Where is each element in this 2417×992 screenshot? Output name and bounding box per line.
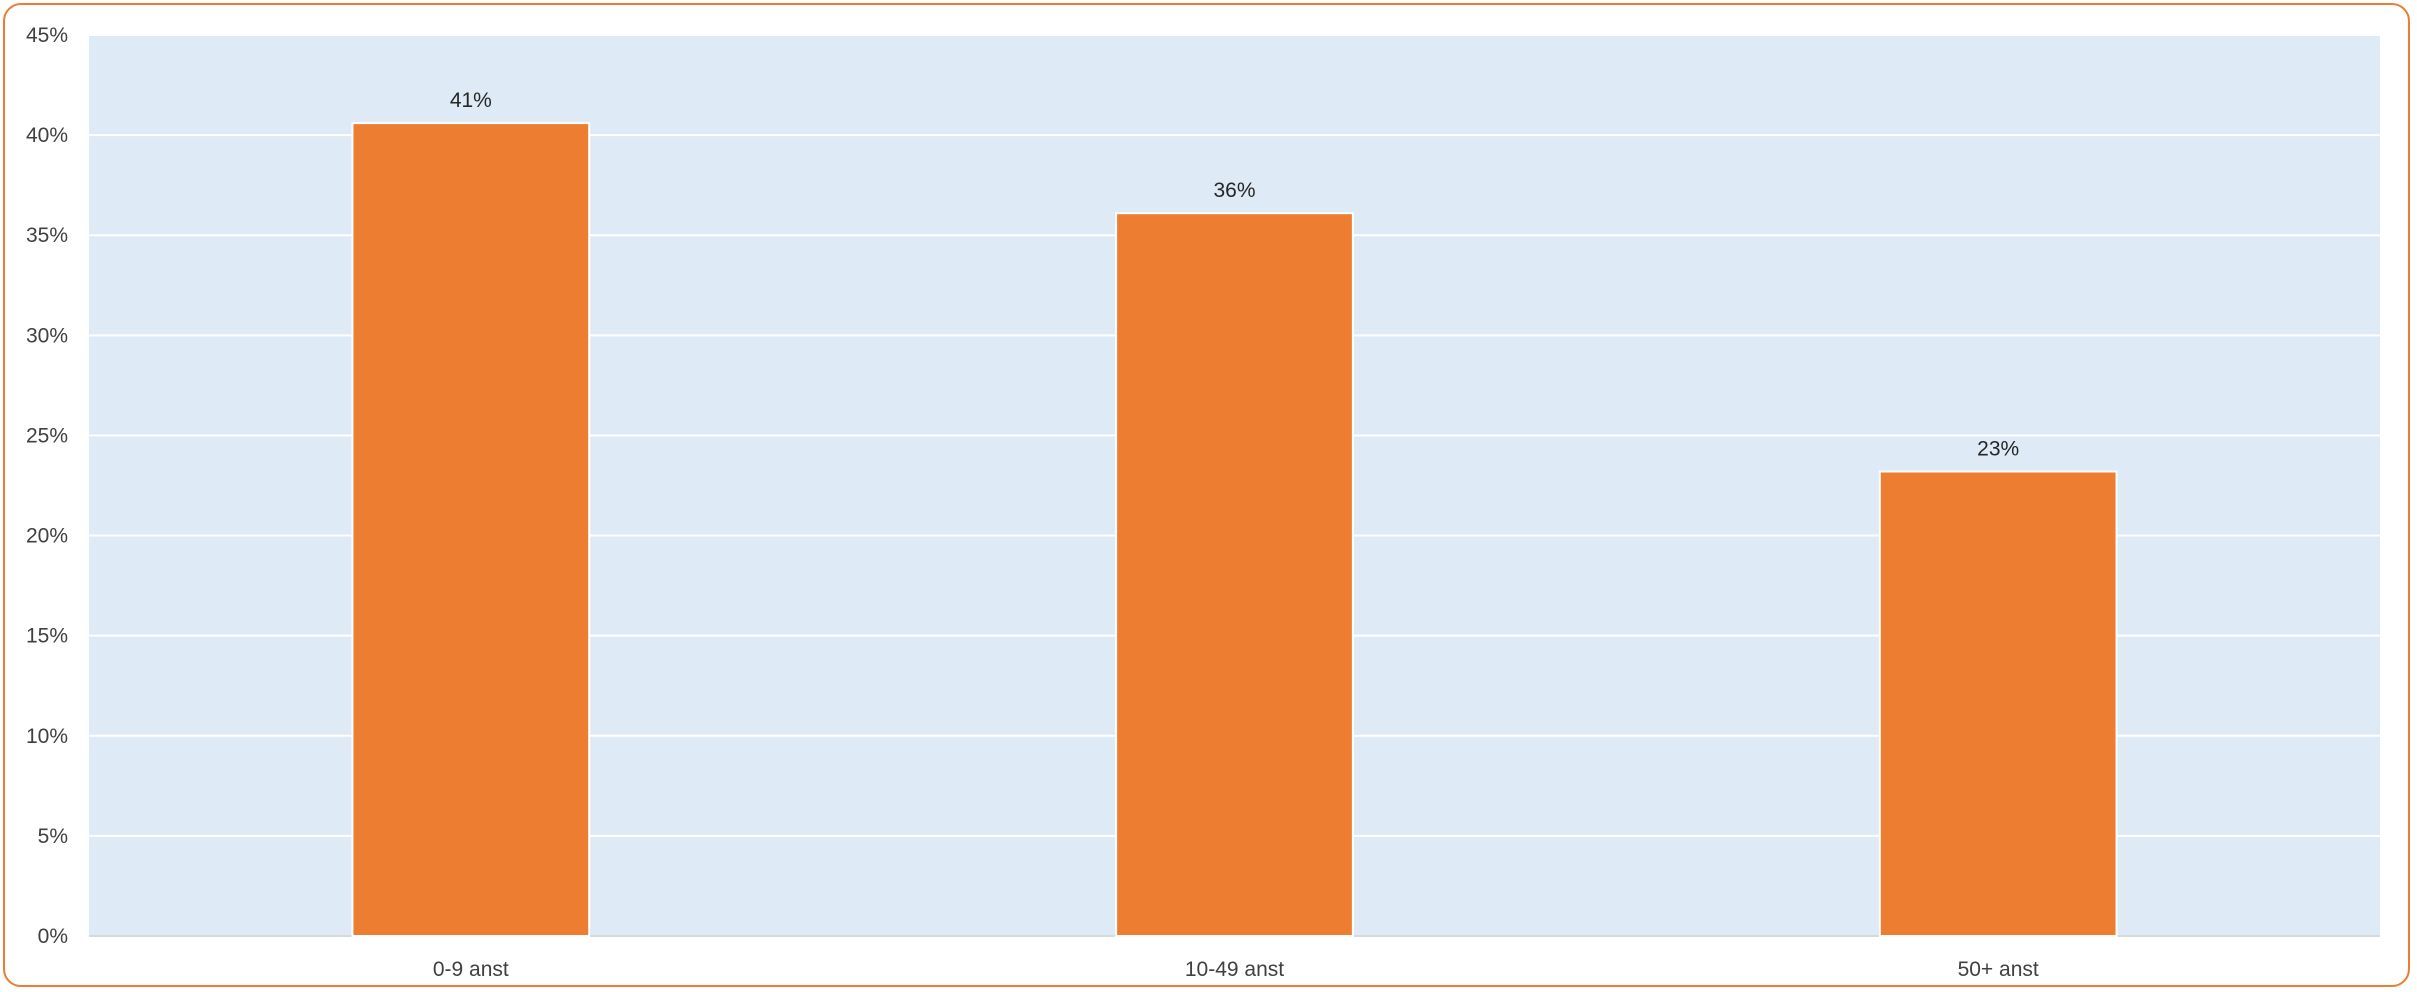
y-tick-label: 25% (26, 424, 68, 447)
bars (351, 122, 2118, 938)
bar (1115, 212, 1354, 938)
data-label: 41% (450, 89, 492, 112)
x-tick-label: 10-49 anst (1185, 958, 1284, 981)
y-tick-label: 0% (38, 925, 68, 948)
x-axis-ticks: 0-9 anst 10-49 anst 50+ anst (433, 958, 2039, 981)
y-tick-label: 45% (26, 24, 68, 47)
data-label: 36% (1213, 179, 1255, 202)
x-tick-label: 50+ anst (1958, 958, 2039, 981)
data-labels: 41% 36% 23% (450, 89, 2019, 460)
x-tick-label: 0-9 anst (433, 958, 509, 981)
y-tick-label: 20% (26, 525, 68, 548)
y-tick-label: 35% (26, 224, 68, 247)
y-tick-label: 30% (26, 324, 68, 347)
data-label: 23% (1977, 437, 2019, 460)
bar (1878, 470, 2118, 937)
y-tick-label: 40% (26, 124, 68, 147)
y-tick-label: 5% (38, 825, 68, 848)
y-tick-label: 15% (26, 625, 68, 648)
y-axis-ticks: 0% 5% 10% 15% 20% 25% 30% 35% 40% 45% (26, 24, 68, 948)
y-tick-label: 10% (26, 725, 68, 748)
bar (351, 122, 591, 937)
